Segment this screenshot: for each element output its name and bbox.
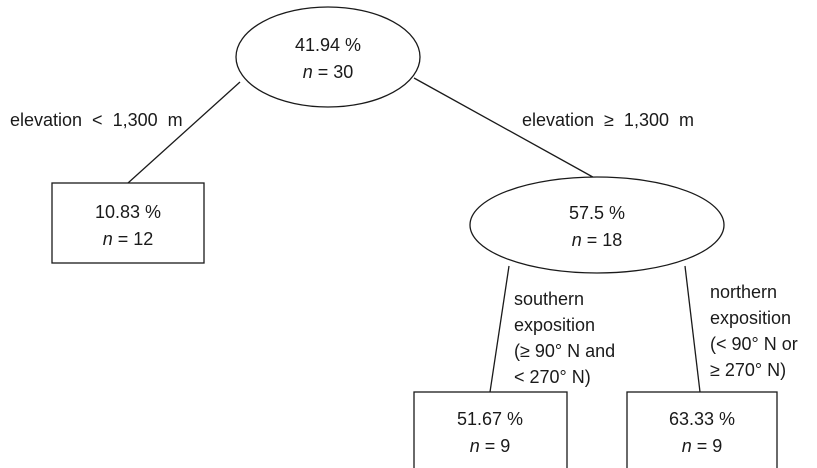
svg-text:exposition: exposition bbox=[514, 315, 595, 335]
edge-root-to-left-leaf bbox=[127, 81, 241, 184]
edge-right-node-to-northern bbox=[684, 265, 701, 393]
leaf-low-elevation-value: 10.83 % bbox=[95, 202, 161, 222]
split-label-southern: southern exposition (≥ 90° N and < 270° … bbox=[514, 289, 615, 387]
leaf-northern: 63.33 % n = 9 bbox=[626, 391, 778, 468]
root-value: 41.94 % bbox=[295, 35, 361, 55]
split-label-northern: northern exposition (< 90° N or ≥ 270° N… bbox=[710, 282, 798, 380]
high-elevation-count: n = 18 bbox=[572, 230, 623, 250]
svg-text:(< 90° N or: (< 90° N or bbox=[710, 334, 798, 354]
leaf-low-elevation: 10.83 % n = 12 bbox=[51, 182, 205, 264]
leaf-northern-count: n = 9 bbox=[682, 436, 723, 456]
edge-right-node-to-southern bbox=[489, 265, 510, 393]
leaf-northern-value: 63.33 % bbox=[669, 409, 735, 429]
svg-text:(≥ 90° N and: (≥ 90° N and bbox=[514, 341, 615, 361]
svg-text:exposition: exposition bbox=[710, 308, 791, 328]
svg-text:≥ 270° N): ≥ 270° N) bbox=[710, 360, 786, 380]
svg-text:northern: northern bbox=[710, 282, 777, 302]
leaf-southern: 51.67 % n = 9 bbox=[413, 391, 568, 468]
leaf-southern-value: 51.67 % bbox=[457, 409, 523, 429]
split-label-elevation-high: elevation ≥ 1,300 m bbox=[522, 110, 694, 130]
svg-text:southern: southern bbox=[514, 289, 584, 309]
split-label-elevation-low: elevation < 1,300 m bbox=[10, 110, 183, 130]
leaf-southern-count: n = 9 bbox=[470, 436, 511, 456]
svg-text:< 270° N): < 270° N) bbox=[514, 367, 591, 387]
leaf-low-elevation-count: n = 12 bbox=[103, 229, 154, 249]
root-count: n = 30 bbox=[303, 62, 354, 82]
edge-root-to-right-node bbox=[413, 77, 601, 182]
root-node: 41.94 % n = 30 bbox=[235, 6, 421, 108]
high-elevation-node: 57.5 % n = 18 bbox=[469, 176, 725, 274]
high-elevation-value: 57.5 % bbox=[569, 203, 625, 223]
